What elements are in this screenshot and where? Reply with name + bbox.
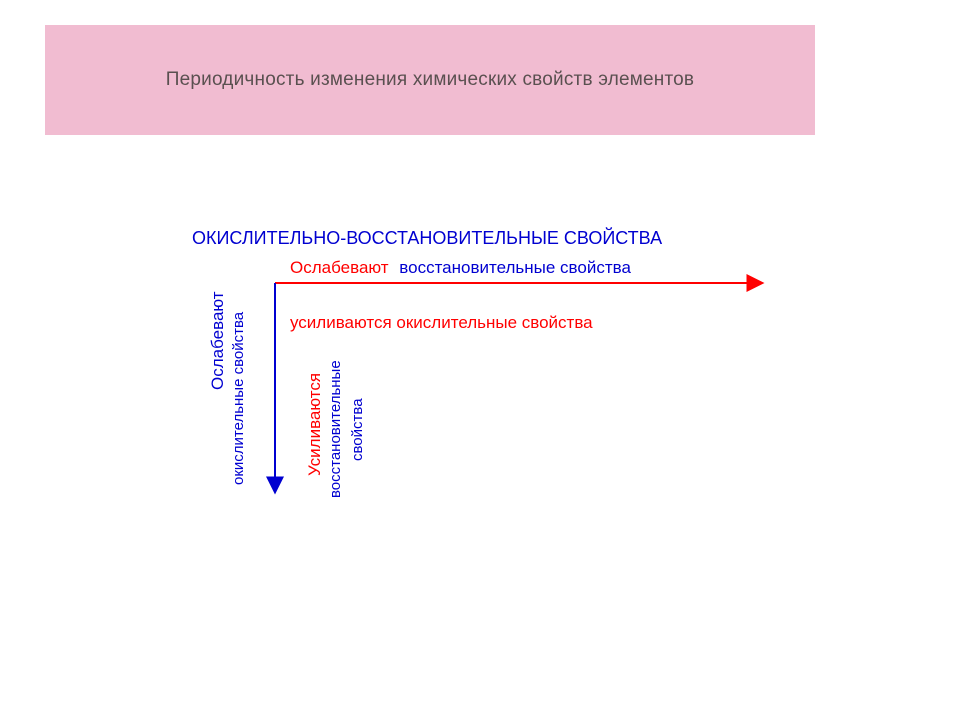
arrows-svg [0,0,960,720]
